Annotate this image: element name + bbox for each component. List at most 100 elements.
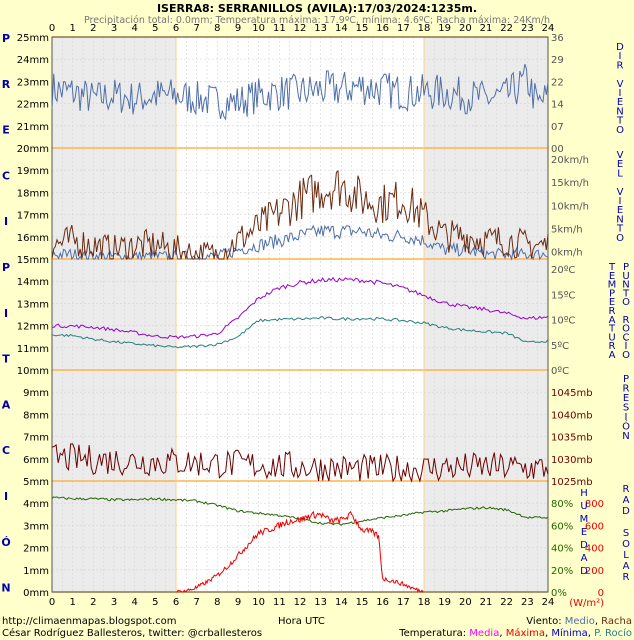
plot-area: 0011223344556677889910101111121213131414… [1, 23, 630, 609]
x-tick-top: 23 [521, 23, 534, 34]
x-tick-top: 3 [111, 23, 117, 34]
left-side-letter: A [2, 398, 11, 411]
side-label-dir-viento: V [617, 79, 624, 90]
y-tick-wind-speed: 15km/h [551, 178, 589, 189]
chart-subtitle: Precipitación total: 0.0mm; Temperatura … [84, 15, 550, 26]
y-tick-pressure: 1035mb [551, 433, 593, 444]
legend-temp-minima: Mínima [551, 627, 587, 639]
side-label-punto-rocio: O [622, 350, 630, 361]
x-tick-top: 18 [418, 23, 431, 34]
series-wind-racha [51, 169, 549, 261]
y-tick-precip: 16mm [17, 233, 49, 244]
y-tick-radiation: 600 [585, 521, 604, 532]
side-label-dir-viento: R [617, 60, 624, 71]
y-tick-pressure: 1030mb [551, 455, 593, 466]
side-label-dir-viento: D [616, 42, 624, 53]
y-tick-wind-speed: 20km/h [551, 155, 589, 166]
side-label-vel-viento: T [616, 224, 624, 235]
y-tick-precip: 12mm [17, 322, 49, 333]
series-wind-medio [51, 224, 549, 261]
side-label-temperatura: U [608, 332, 615, 343]
series-wind-direction [51, 63, 549, 121]
side-label-punto-rocio: T [622, 288, 630, 299]
y-tick-wind-speed: 0km/h [551, 248, 583, 259]
x-tick-bottom: 0 [49, 597, 55, 608]
y-tick-precip: 13mm [17, 299, 49, 310]
y-tick-precip: 0mm [23, 588, 49, 599]
side-label-rad-solar: R [623, 484, 630, 495]
x-tick-top: 22 [500, 23, 513, 34]
x-tick-top: 14 [335, 23, 348, 34]
legend-temp-media: Media [469, 628, 499, 639]
y-tick-radiation: 0 [598, 588, 604, 599]
x-tick-top: 15 [356, 23, 369, 34]
left-side-letter: R [2, 78, 11, 91]
y-tick-wind-dir: 00 [551, 144, 564, 155]
side-label-rad-solar: L [623, 550, 629, 561]
side-label-temperatura: T [608, 324, 616, 335]
footer-url: http://climaenmapas.blogspot.com [2, 616, 177, 627]
x-tick-top: 4 [131, 23, 137, 34]
x-tick-top: 2 [90, 23, 96, 34]
y-tick-humidity: 40% [551, 544, 573, 555]
y-tick-temp: 10ºC [551, 316, 575, 327]
x-tick-top: 1 [69, 23, 75, 34]
side-label-rad-solar: S [623, 528, 629, 539]
y-tick-pressure: 1040mb [551, 410, 593, 421]
legend-temp-maxima: Máxima [506, 627, 545, 639]
left-side-letter: I [4, 490, 8, 503]
x-tick-bottom: 3 [111, 597, 117, 608]
y-tick-wind-dir: 07 [551, 122, 564, 133]
x-tick-top: 17 [397, 23, 410, 34]
side-label-vel-viento: L [617, 168, 623, 179]
x-tick-bottom: 5 [152, 597, 158, 608]
y-tick-precip: 21mm [17, 122, 49, 133]
side-label-humedad: E [581, 527, 587, 538]
left-side-letter: I [4, 215, 8, 228]
x-tick-bottom: 16 [376, 597, 389, 608]
y-tick-wind-dir: 29 [551, 55, 564, 66]
side-label-dir-viento: I [619, 51, 622, 62]
x-tick-bottom: 21 [480, 597, 493, 608]
y-tick-temp: 0ºC [551, 366, 569, 377]
y-tick-precip: 6mm [23, 455, 49, 466]
side-label-vel-viento: O [616, 233, 624, 244]
side-label-presion: N [622, 431, 629, 442]
side-label-temperatura: T [608, 262, 616, 273]
x-tick-bottom: 9 [235, 597, 241, 608]
side-label-punto-rocio: C [623, 332, 630, 343]
side-label-punto-rocio: Í [625, 339, 628, 352]
y-tick-pressure: 1045mb [551, 388, 593, 399]
side-label-temperatura: M [608, 280, 617, 291]
side-label-vel-viento: V [617, 187, 624, 198]
x-tick-bottom: 11 [273, 597, 286, 608]
y-tick-precip: 8mm [23, 410, 49, 421]
x-tick-bottom: 22 [500, 597, 513, 608]
side-label-punto-rocio: N [622, 280, 629, 291]
side-label-temperatura: A [609, 315, 616, 326]
left-side-letter: C [2, 169, 10, 182]
x-tick-bottom: 8 [214, 597, 220, 608]
y-tick-precip: 14mm [17, 277, 49, 288]
y-tick-wind-dir: 22 [551, 77, 564, 88]
x-tick-top: 9 [235, 23, 241, 34]
x-tick-bottom: 18 [418, 597, 431, 608]
legend-wind-sep: , [595, 616, 601, 627]
side-label-temperatura: R [609, 341, 616, 352]
side-label-presion: I [625, 412, 628, 423]
y-tick-temp: 20ºC [551, 265, 575, 276]
side-label-temperatura: P [609, 288, 615, 299]
side-label-humedad: D [580, 540, 588, 551]
y-tick-radiation: 200 [585, 566, 604, 577]
side-label-temperatura: R [609, 306, 616, 317]
legend-temp-sep-2: , [545, 628, 551, 639]
left-side-letter: E [2, 124, 10, 137]
legend-wind-prefix: Viento: [526, 616, 564, 627]
x-tick-top: 8 [214, 23, 220, 34]
side-label-vel-viento: E [617, 205, 623, 216]
side-label-presion: Ó [622, 420, 630, 433]
y-tick-precip: 18mm [17, 188, 49, 199]
series-humidity [51, 496, 549, 526]
left-side-letter: C [2, 444, 10, 457]
